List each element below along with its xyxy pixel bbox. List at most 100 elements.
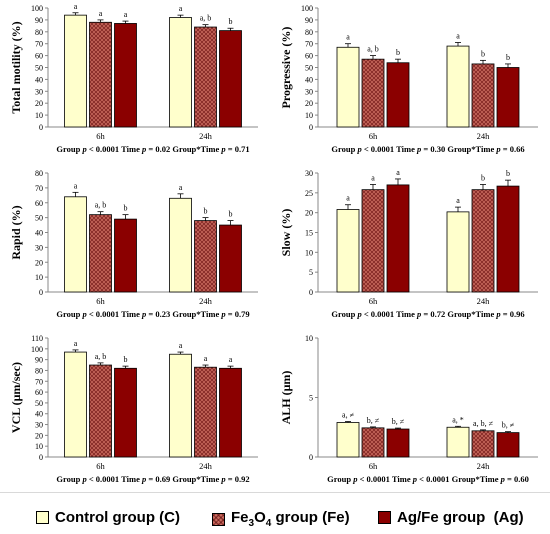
x-tick-label: 6h xyxy=(369,461,378,471)
statistics-text: < 0.0001 Time xyxy=(362,144,417,154)
significance-letter: b xyxy=(229,17,233,26)
y-tick-label: 30 xyxy=(305,169,313,178)
bar-ag xyxy=(496,185,520,293)
bar-fe xyxy=(194,366,217,458)
y-tick-label: 60 xyxy=(35,52,43,61)
bar-c xyxy=(64,196,87,293)
bar-ag xyxy=(496,432,520,458)
statistics-text: < 0.0001 Time xyxy=(87,474,142,484)
y-tick-label: 40 xyxy=(35,410,43,419)
y-tick-label: 20 xyxy=(305,209,313,218)
y-tick-label: 10 xyxy=(305,334,313,343)
bar-c xyxy=(169,197,192,293)
statistics-p-symbol: p xyxy=(356,144,361,154)
statistics-p-symbol: p xyxy=(220,309,225,319)
significance-letter: a xyxy=(456,196,460,205)
y-tick-label: 50 xyxy=(35,64,43,73)
significance-letter: b xyxy=(481,174,485,183)
statistics-text: Group xyxy=(331,309,357,319)
statistics-p-symbol: p xyxy=(141,144,146,154)
statistics-p-symbol: p xyxy=(495,309,500,319)
legend-item-ag: Ag/Fe group (Ag) xyxy=(378,509,524,526)
x-tick-label: 6h xyxy=(96,296,105,306)
y-tick-label: 10 xyxy=(35,111,43,120)
chart-panel: 0 5 10 15 20 25 30 Slow (%) a a a 6h a b b 24h Group p <… xyxy=(279,168,538,319)
y-tick-label: 50 xyxy=(35,214,43,223)
y-tick-label: 60 xyxy=(305,52,313,61)
y-axis-label: Progressive (%) xyxy=(279,27,293,109)
significance-letter: b xyxy=(506,169,510,178)
significance-letter: a, b xyxy=(200,14,212,23)
y-tick-label: 10 xyxy=(305,248,313,257)
significance-letter: a xyxy=(229,355,233,364)
y-tick-label: 70 xyxy=(35,377,43,386)
significance-letter: a, b, ≠ xyxy=(473,419,494,428)
statistics-p-symbol: p xyxy=(141,474,146,484)
bar-fe xyxy=(89,214,112,293)
bar-ag xyxy=(219,367,242,458)
y-tick-label: 100 xyxy=(31,4,43,13)
statistics-p-symbol: p xyxy=(141,309,146,319)
statistics-text: < 0.0001 Time xyxy=(87,309,142,319)
legend-swatch-ag xyxy=(378,511,391,524)
y-axis-label: ALH (μm) xyxy=(279,371,293,425)
y-tick-label: 0 xyxy=(39,123,43,132)
y-tick-label: 15 xyxy=(305,229,313,238)
bar-ag xyxy=(114,218,137,293)
statistics-p-symbol: p xyxy=(495,144,500,154)
statistics-text: = 0.72 Group*Time xyxy=(421,309,496,319)
bar-c xyxy=(336,422,360,458)
statistics-p-symbol: p xyxy=(220,474,225,484)
statistics-text: = 0.71 xyxy=(226,144,250,154)
y-tick-label: 100 xyxy=(301,4,313,13)
chart-panel: 0 10 20 30 40 50 60 70 80 Rapid (%) a a, b b 6h a b b 24h… xyxy=(9,169,258,319)
bar-fe xyxy=(361,189,385,293)
significance-letter: a xyxy=(124,10,128,19)
legend-item-control: Control group (C) xyxy=(36,509,180,526)
statistics-p-symbol: p xyxy=(81,474,86,484)
y-tick-label: 25 xyxy=(305,189,313,198)
y-tick-label: 20 xyxy=(305,99,313,108)
x-tick-label: 6h xyxy=(96,461,105,471)
legend-swatch-control xyxy=(36,511,49,524)
bar-fe xyxy=(471,63,495,128)
y-tick-label: 50 xyxy=(305,64,313,73)
bar-c xyxy=(64,14,87,128)
bar-c xyxy=(336,46,360,128)
chart-panel: 0 10 20 30 40 50 60 70 80 90 100 Total motility (%)… xyxy=(9,2,258,154)
statistics-p-symbol: p xyxy=(412,474,417,484)
y-tick-label: 70 xyxy=(35,40,43,49)
y-tick-label: 30 xyxy=(305,87,313,96)
statistics-text: = 0.02 Group*Time xyxy=(146,144,221,154)
statistics-text: < 0.0001 Group*Time xyxy=(417,474,501,484)
y-tick-label: 0 xyxy=(309,123,313,132)
bar-c xyxy=(64,351,87,458)
significance-letter: a, b xyxy=(367,45,379,54)
statistics-line: Group p < 0.0001 Time p = 0.30 Group*Tim… xyxy=(331,144,524,154)
bar-ag xyxy=(386,428,410,458)
significance-letter: b xyxy=(204,207,208,216)
significance-letter: a xyxy=(74,181,78,190)
y-tick-label: 50 xyxy=(35,399,43,408)
statistics-text: = 0.79 xyxy=(226,309,250,319)
statistics-text: = 0.23 Group*Time xyxy=(146,309,221,319)
statistics-text: = 0.66 xyxy=(501,144,525,154)
statistics-p-symbol: p xyxy=(220,144,225,154)
statistics-text: = 0.96 xyxy=(501,309,525,319)
y-tick-label: 30 xyxy=(35,87,43,96)
bar-ag xyxy=(496,67,520,128)
significance-letter: b, ≠ xyxy=(392,417,405,426)
bar-ag xyxy=(386,62,410,128)
significance-letter: a xyxy=(179,4,183,13)
y-tick-label: 0 xyxy=(309,288,313,297)
statistics-text: Group xyxy=(56,309,82,319)
legend-divider xyxy=(0,492,550,493)
y-tick-label: 5 xyxy=(309,268,313,277)
significance-letter: a xyxy=(346,194,350,203)
y-tick-label: 10 xyxy=(35,442,43,451)
significance-letter: a, b xyxy=(95,352,107,361)
bar-ag xyxy=(114,367,137,458)
statistics-text: < 0.0001 Time xyxy=(362,309,417,319)
significance-letter: b, ≠ xyxy=(502,421,515,430)
